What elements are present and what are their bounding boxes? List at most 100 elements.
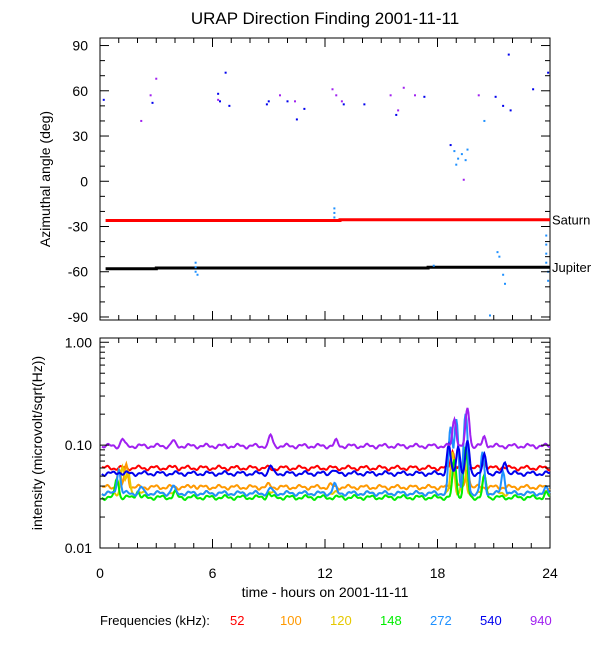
y-tick-label: 0.10 <box>65 437 92 453</box>
intensity-series-272 <box>101 413 551 497</box>
azimuth-point <box>494 95 497 98</box>
azimuth-point <box>545 243 548 246</box>
jupiter-line-label: Jupiter <box>552 260 592 275</box>
azimuth-point <box>224 71 227 74</box>
x-tick-label: 12 <box>317 565 333 581</box>
azimuth-point <box>545 234 548 237</box>
azimuth-point <box>455 163 458 166</box>
legend-frequency-100: 100 <box>280 613 302 628</box>
azimuth-point <box>333 207 336 210</box>
azimuth-point <box>286 100 289 103</box>
frequency-legend: Frequencies (kHz): 52 100 120 148 272 540 940 <box>100 613 552 628</box>
azimuth-point <box>219 100 221 103</box>
azimuth-point <box>333 216 336 219</box>
intensity-series-52 <box>101 448 551 472</box>
azimuth-point <box>194 270 197 273</box>
x-tick-label: 18 <box>430 565 446 581</box>
azimuth-point <box>498 255 501 258</box>
azimuth-point <box>432 264 435 267</box>
azimuth-points <box>102 53 550 317</box>
intensity-series-100 <box>101 460 551 491</box>
y-tick-label: -60 <box>68 264 88 280</box>
azimuth-point <box>504 282 506 285</box>
y-tick-label: 1.00 <box>65 334 92 350</box>
azimuth-point <box>507 53 510 56</box>
azimuth-point <box>402 86 405 89</box>
y-tick-label: 90 <box>72 38 88 54</box>
azimuth-panel: Saturn Jupiter 90 60 30 0 -30 -60 -90 Azimuthal… <box>37 37 592 325</box>
y-tick-label: 0.01 <box>65 540 92 556</box>
azimuth-point <box>331 88 334 91</box>
y-tick-label: -30 <box>68 219 88 235</box>
azimuth-point <box>267 100 270 103</box>
azimuth-point <box>502 273 505 276</box>
azimuth-point <box>457 157 460 160</box>
azimuth-point <box>194 261 197 264</box>
azimuth-point <box>466 148 469 151</box>
intensity-axes: 1.00 0.10 0.010 6 12 18 24 <box>65 334 558 581</box>
azimuth-point <box>477 94 480 97</box>
azimuth-point <box>335 94 338 97</box>
azimuth-point <box>363 103 366 106</box>
x-tick-label: 24 <box>542 565 558 581</box>
azimuth-point <box>102 98 105 101</box>
intensity-panel: 1.00 0.10 0.010 6 12 18 24 intensity (microvol… <box>29 334 558 581</box>
azimuth-point <box>414 94 416 97</box>
reference-lines: Saturn Jupiter <box>105 213 592 275</box>
azimuth-point <box>265 103 268 106</box>
azimuth-point <box>423 95 426 98</box>
azimuth-point <box>217 98 220 101</box>
azimuth-plot-frame <box>99 37 551 321</box>
azimuth-point <box>509 109 512 112</box>
azimuth-point <box>545 261 548 264</box>
y-tick-label: 0 <box>80 173 88 189</box>
jupiter-reference-line <box>105 265 550 271</box>
azimuth-point <box>449 144 452 147</box>
x-tick-label: 0 <box>96 565 104 581</box>
legend-frequency-120: 120 <box>330 613 352 628</box>
azimuth-point <box>532 88 535 91</box>
azimuth-point <box>151 101 154 104</box>
azimuth-axes: 90 60 30 0 -30 -60 -90 <box>68 38 551 325</box>
azimuth-point <box>340 100 343 103</box>
y-tick-label: 30 <box>72 128 88 144</box>
azimuth-point <box>295 118 298 121</box>
azimuth-point <box>228 104 231 107</box>
x-axis-label: time - hours on 2001-11-11 <box>242 584 409 600</box>
azimuth-point <box>547 279 550 282</box>
azimuth-point <box>545 252 548 255</box>
azimuth-point <box>489 314 491 317</box>
legend-frequency-148: 148 <box>380 613 402 628</box>
azimuth-point <box>333 211 336 214</box>
figure-title: URAP Direction Finding 2001-11-11 <box>191 9 459 28</box>
y-tick-label: 60 <box>72 83 88 99</box>
legend-frequency-940: 940 <box>530 613 552 628</box>
azimuth-point <box>464 159 467 162</box>
azimuth-point <box>502 104 505 107</box>
azimuth-ylabel: Azimuthal angle (deg) <box>37 111 53 247</box>
intensity-series <box>101 407 551 502</box>
azimuth-point <box>483 119 486 122</box>
azimuth-point <box>294 100 296 103</box>
azimuth-point <box>460 153 463 156</box>
y-tick-label: -90 <box>68 309 88 325</box>
intensity-ylabel: intensity (microvolt/sqrt(Hz)) <box>29 356 45 530</box>
azimuth-point <box>547 71 550 74</box>
x-tick-label: 6 <box>209 565 217 581</box>
azimuth-point <box>196 273 199 276</box>
azimuth-point <box>496 251 499 254</box>
azimuth-point <box>217 92 220 95</box>
intensity-series-940 <box>101 407 550 450</box>
azimuth-point <box>342 103 345 106</box>
azimuth-point <box>397 109 400 112</box>
azimuth-point <box>140 119 143 122</box>
azimuth-point <box>155 77 158 80</box>
saturn-reference-line <box>105 218 550 222</box>
azimuth-point <box>303 107 306 110</box>
azimuth-point <box>389 94 392 97</box>
azimuth-point <box>395 113 398 116</box>
frequencies-label: Frequencies (kHz): <box>100 613 210 628</box>
intensity-series-540 <box>101 440 551 478</box>
azimuth-point <box>279 94 281 97</box>
